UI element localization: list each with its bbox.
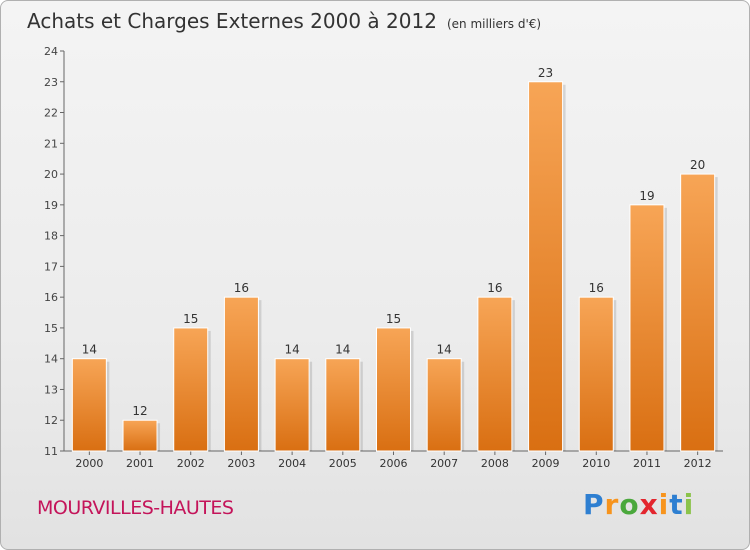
data-label-2007: 14	[437, 343, 452, 357]
data-label-2000: 14	[82, 343, 97, 357]
bar-2009	[528, 81, 564, 452]
town-name: MOURVILLES-HAUTES	[37, 497, 234, 519]
bar-2011	[629, 204, 665, 452]
bar-2005	[325, 358, 361, 452]
data-label-2010: 16	[589, 281, 604, 295]
logo-letter: o	[619, 488, 640, 521]
data-label-2009: 23	[538, 66, 553, 80]
data-label-2008: 16	[487, 281, 502, 295]
data-label-2006: 15	[386, 312, 401, 326]
y-tick-label: 21	[44, 137, 58, 150]
y-tick-label: 20	[44, 168, 58, 181]
bar-2001	[122, 419, 158, 452]
y-tick-label: 16	[44, 291, 58, 304]
y-tick-label: 12	[44, 414, 58, 427]
x-tick-label-2004: 2004	[278, 457, 306, 470]
chart-data-labels: 14 12 15 16 14 14 15 14 16 23 16 19 20	[82, 66, 706, 418]
y-tick-label: 11	[44, 445, 58, 458]
data-label-2004: 14	[284, 343, 299, 357]
y-tick-label: 19	[44, 199, 58, 212]
chart-subtitle: (en milliers d'€)	[446, 17, 542, 31]
chart-axes: 11 12 13 14 15 16 17 18 19 20 21 22 23 24 2000 2001 2002…	[44, 45, 723, 470]
x-tick-label-2012: 2012	[684, 457, 712, 470]
data-label-2003: 16	[234, 281, 249, 295]
x-tick-label-2006: 2006	[380, 457, 408, 470]
chart-title: Achats et Charges Externes 2000 à 2012 (e…	[27, 9, 541, 33]
bar-2012	[680, 173, 716, 452]
bar-2006	[376, 327, 411, 452]
x-tick-label-2002: 2002	[177, 457, 205, 470]
logo-letter: P	[583, 488, 605, 521]
data-label-2001: 12	[132, 404, 147, 418]
y-tick-label: 22	[44, 107, 58, 120]
y-tick-label: 14	[44, 353, 58, 366]
bar-2007	[426, 358, 462, 452]
chart-title-text: Achats et Charges Externes 2000 à 2012	[27, 9, 437, 33]
x-tick-label-2010: 2010	[582, 457, 610, 470]
bar-2008	[477, 296, 513, 452]
data-label-2012: 20	[690, 158, 705, 172]
x-tick-label-2005: 2005	[329, 457, 357, 470]
data-label-2002: 15	[183, 312, 198, 326]
y-tick-label: 15	[44, 322, 58, 335]
x-tick-label-2008: 2008	[481, 457, 509, 470]
x-tick-label-2001: 2001	[126, 457, 154, 470]
x-tick-label-2007: 2007	[430, 457, 458, 470]
logo-letter: x	[639, 488, 659, 521]
logo-letter: r	[604, 488, 620, 521]
proxiti-logo[interactable]: Proxiti	[583, 488, 694, 521]
data-label-2005: 14	[335, 343, 350, 357]
bar-2002	[173, 327, 209, 452]
x-tick-label-2003: 2003	[227, 457, 255, 470]
logo-letter: i	[658, 488, 670, 521]
logo-letter: i	[683, 488, 695, 521]
data-label-2011: 19	[639, 189, 654, 203]
bar-2000	[71, 358, 107, 452]
y-tick-label: 13	[44, 383, 58, 396]
logo-letter: t	[669, 488, 684, 521]
x-tick-label-2009: 2009	[532, 457, 560, 470]
y-tick-label: 17	[44, 260, 58, 273]
x-tick-label-2000: 2000	[75, 457, 103, 470]
bar-2004	[274, 358, 310, 452]
x-tick-label-2011: 2011	[633, 457, 661, 470]
y-tick-label: 23	[44, 76, 58, 89]
chart-bars	[71, 81, 718, 452]
bar-2003	[223, 296, 259, 452]
y-tick-label: 24	[44, 45, 58, 58]
y-tick-label: 18	[44, 230, 58, 243]
bar-2010	[578, 296, 614, 452]
